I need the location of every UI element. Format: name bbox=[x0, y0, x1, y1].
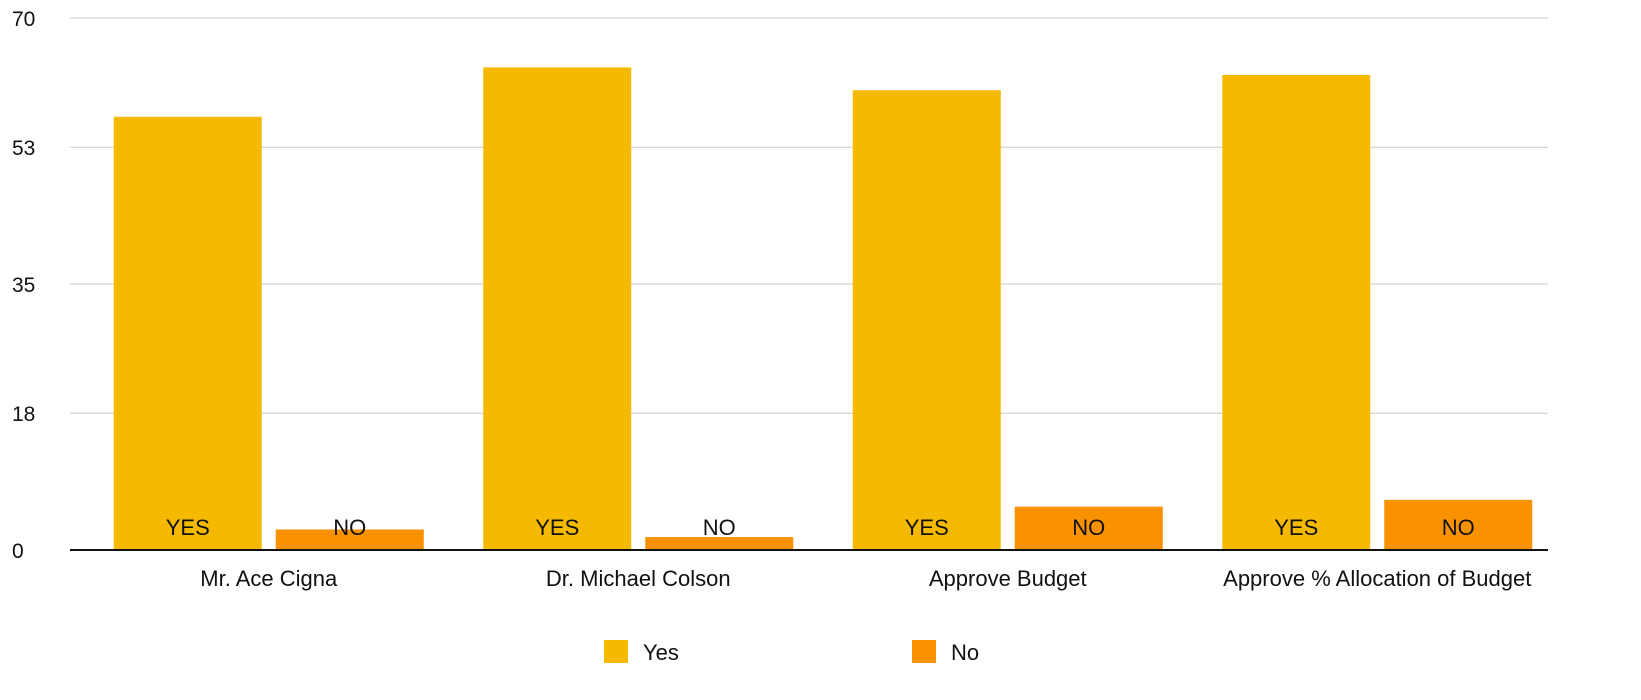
legend: Yes No bbox=[604, 640, 979, 665]
category-label: Mr. Ace Cigna bbox=[200, 566, 338, 591]
bars: YES NO YES NO YES NO YES NO bbox=[114, 67, 1533, 550]
bar-data-label: YES bbox=[166, 515, 210, 540]
bar-data-label: NO bbox=[333, 515, 366, 540]
bar-yes bbox=[483, 67, 631, 550]
legend-swatch bbox=[912, 640, 936, 663]
y-axis-ticks: 0 18 35 53 70 bbox=[12, 8, 35, 563]
bar-data-label: NO bbox=[1072, 515, 1105, 540]
category-label: Approve % Allocation of Budget bbox=[1223, 566, 1531, 591]
bar-data-label: YES bbox=[535, 515, 579, 540]
y-tick-label: 18 bbox=[12, 403, 35, 426]
bar-yes bbox=[1222, 75, 1370, 550]
y-tick-label: 53 bbox=[12, 137, 35, 160]
y-tick-label: 70 bbox=[12, 8, 35, 31]
legend-swatch bbox=[604, 640, 628, 663]
bar-data-label: NO bbox=[1442, 515, 1475, 540]
bar-data-label: NO bbox=[703, 515, 736, 540]
legend-label: Yes bbox=[643, 640, 679, 665]
bar-yes bbox=[853, 90, 1001, 550]
legend-label: No bbox=[951, 640, 979, 665]
y-tick-label: 0 bbox=[12, 540, 24, 563]
bar-yes bbox=[114, 117, 262, 550]
category-label: Dr. Michael Colson bbox=[546, 566, 731, 591]
y-tick-label: 35 bbox=[12, 274, 35, 297]
category-label: Approve Budget bbox=[929, 566, 1087, 591]
bar-data-label: YES bbox=[905, 515, 949, 540]
category-labels: Mr. Ace Cigna Dr. Michael Colson Approve B… bbox=[200, 566, 1531, 591]
bar-data-label: YES bbox=[1274, 515, 1318, 540]
